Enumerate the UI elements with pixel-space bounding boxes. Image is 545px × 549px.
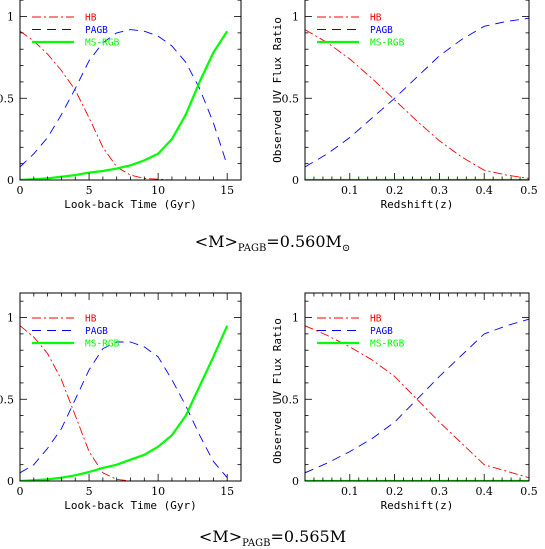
x-tick-label: 0.4 [475,485,493,498]
legend-label-hb: HB [85,314,97,325]
x-tick-label: 5 [86,184,93,197]
y-tick-label: 0 [292,475,299,488]
y-tick-label: 0.5 [282,92,300,105]
x-axis-label: Look-back Time (Gyr) [64,198,196,211]
x-axis-label: Redshift(z) [381,198,454,211]
plot-frame [304,0,530,181]
x-axis-label: Redshift(z) [381,499,454,512]
series-line-hb [20,325,228,481]
x-tick-label: 0.1 [341,485,359,498]
x-tick-label: 0 [17,184,24,197]
legend-label-hb: HB [370,13,382,24]
caption-bottom-sub: PAGB [242,538,271,549]
x-axis-label: Look-back Time (Gyr) [64,499,196,512]
series-line-hb [305,325,529,479]
x-tick-label: 15 [220,485,234,498]
legend-label-ms-rgb: MS-RGB [370,339,405,350]
series-line-pagb [305,17,529,168]
y-tick-label: 0 [7,174,14,187]
x-tick-label: 0.2 [386,184,404,197]
caption-top-pre: <M> [194,232,238,251]
x-tick-label: 0.5 [520,485,538,498]
legend-label-pagb: PAGB [85,25,108,36]
x-tick-label: 0.4 [475,184,493,197]
y-tick-label: 1 [292,312,299,325]
series-line-pagb [20,29,228,168]
x-tick-label: 10 [151,485,165,498]
y-tick-label: 0 [292,174,299,187]
y-tick-label: 1 [7,312,14,325]
legend-label-ms-rgb: MS-RGB [85,339,120,350]
series-line-ms-rgb [20,30,229,180]
caption-bottom-post: =0.565M [270,527,347,546]
x-tick-label: 0.3 [431,485,449,498]
caption-bottom: <M>PAGB=0.565M [0,527,545,549]
caption-top-sub: PAGB [237,243,267,255]
plot-frame [304,292,530,482]
series-line-ms-rgb [20,325,229,481]
legend-label-hb: HB [85,13,97,24]
x-tick-label: 0.3 [431,184,449,197]
series-line-pagb [20,341,228,478]
caption-top-post: =0.560M [266,232,342,251]
y-tick-label: 0.5 [0,92,14,105]
y-tick-label: 0.5 [0,393,14,406]
y-tick-label: 1 [292,11,299,24]
series-line-hb [20,30,228,180]
panel-top-right: 0.1 0.2 0.3 0.4 0.5 0 0.5 1 Redshift(z) Observed … [271,0,538,211]
x-tick-label: 5 [86,485,93,498]
y-axis-label: Observed UV Flux Ratio [271,17,284,163]
y-tick-label: 1 [7,11,14,24]
legend-label-ms-rgb: MS-RGB [370,38,405,49]
y-tick-label: 0 [7,475,14,488]
legend-label-pagb: PAGB [85,326,108,337]
plot-frame [19,0,242,181]
legend-label-pagb: PAGB [370,326,393,337]
y-axis-label: Observed UV Flux Ratio [271,318,284,464]
x-tick-label: 0 [17,485,24,498]
legend-label-hb: HB [370,314,382,325]
series-line-hb [305,29,529,179]
caption-top-sun-symbol: ⊙ [341,243,351,255]
x-tick-label: 15 [220,184,234,197]
series-line-pagb [305,318,529,474]
y-tick-label: 0.5 [282,393,300,406]
x-tick-label: 0.5 [520,184,538,197]
caption-bottom-pre: <M> [198,527,243,546]
panel-bottom-right: 0.1 0.2 0.3 0.4 0.5 0 0.5 1 Redshift(z) Observed … [271,292,538,512]
legend-label-ms-rgb: MS-RGB [85,38,120,49]
x-tick-label: 10 [151,184,165,197]
caption-top: <M>PAGB=0.560M⊙ [0,232,545,254]
legend-label-pagb: PAGB [370,25,393,36]
x-tick-label: 0.2 [386,485,404,498]
plot-frame [19,292,242,482]
x-tick-label: 0.1 [341,184,359,197]
